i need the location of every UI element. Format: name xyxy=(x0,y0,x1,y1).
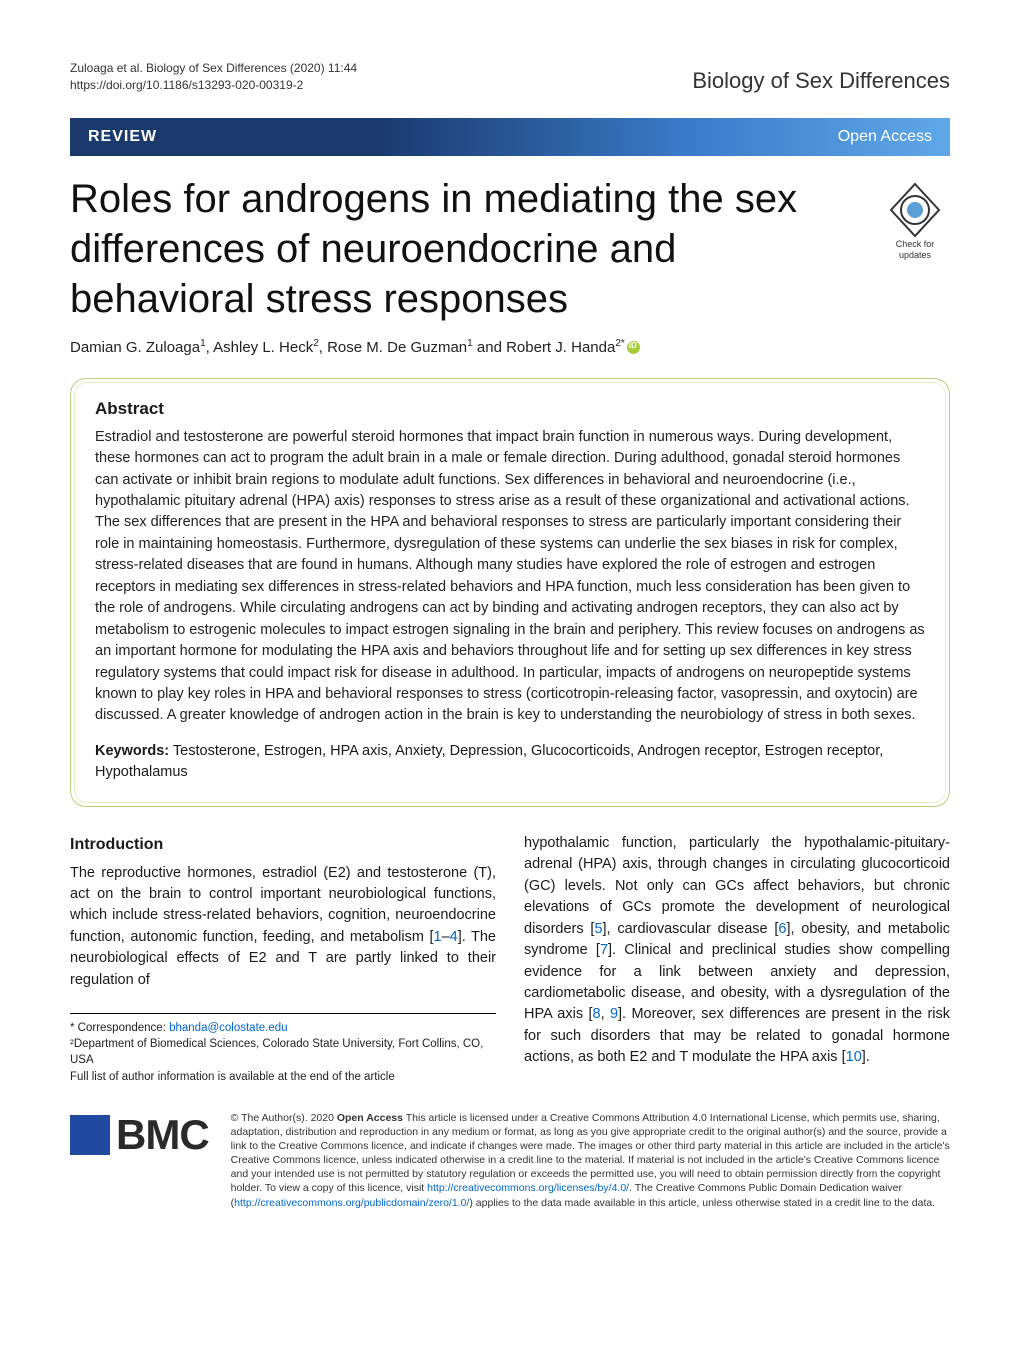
abstract-box: Abstract Estradiol and testosterone are … xyxy=(70,378,950,807)
running-head-left: Zuloaga et al. Biology of Sex Difference… xyxy=(70,60,357,94)
intro-text: ], cardiovascular disease [ xyxy=(603,921,779,937)
author-list: Damian G. Zuloaga1, Ashley L. Heck2, Ros… xyxy=(70,338,950,356)
license-link-2[interactable]: http://creativecommons.org/publicdomain/… xyxy=(234,1197,469,1209)
license-pre: © The Author(s). 2020 xyxy=(231,1112,337,1124)
ref-link-8[interactable]: 8 xyxy=(592,1006,600,1022)
bmc-square-icon xyxy=(70,1115,110,1155)
license-text: © The Author(s). 2020 Open Access This a… xyxy=(231,1111,950,1210)
intro-para-right: hypothalamic function, particularly the … xyxy=(524,833,950,1069)
intro-para-left: The reproductive hormones, estradiol (E2… xyxy=(70,863,496,992)
page-root: Zuloaga et al. Biology of Sex Difference… xyxy=(0,0,1020,1250)
doi: https://doi.org/10.1186/s13293-020-00319… xyxy=(70,77,357,94)
ref-link-5[interactable]: 5 xyxy=(594,921,602,937)
intro-text: , xyxy=(601,1006,610,1022)
intro-text: – xyxy=(442,929,450,945)
ref-link-10[interactable]: 10 xyxy=(846,1049,862,1065)
keywords-block: Keywords: Testosterone, Estrogen, HPA ax… xyxy=(95,741,925,784)
ref-link-4[interactable]: 4 xyxy=(450,929,458,945)
keywords-label: Keywords: xyxy=(95,743,169,759)
footnotes: * Correspondence: bhanda@colostate.edu ²… xyxy=(70,1013,496,1084)
affiliation-2: ²Department of Biomedical Sciences, Colo… xyxy=(70,1036,496,1068)
ref-link-1[interactable]: 1 xyxy=(433,929,441,945)
running-head: Zuloaga et al. Biology of Sex Difference… xyxy=(70,60,950,94)
body-columns: Introduction The reproductive hormones, … xyxy=(70,833,950,1085)
column-left: Introduction The reproductive hormones, … xyxy=(70,833,496,1085)
column-right: hypothalamic function, particularly the … xyxy=(524,833,950,1085)
correspondence-label: * Correspondence: xyxy=(70,1022,169,1034)
check-updates-icon xyxy=(887,182,943,238)
bmc-logo: BMC xyxy=(70,1111,209,1159)
open-access-label: Open Access xyxy=(838,128,932,146)
ref-link-7[interactable]: 7 xyxy=(600,942,608,958)
review-bar: REVIEW Open Access xyxy=(70,118,950,156)
check-updates-text-1: Check for xyxy=(880,240,950,250)
abstract-body: Estradiol and testosterone are powerful … xyxy=(95,427,925,727)
full-author-list-note: Full list of author information is avail… xyxy=(70,1069,496,1085)
journal-name: Biology of Sex Differences xyxy=(692,68,950,94)
intro-text: ]. xyxy=(862,1049,870,1065)
footer-row: BMC © The Author(s). 2020 Open Access Th… xyxy=(70,1111,950,1210)
license-link-1[interactable]: http://creativecommons.org/licenses/by/4… xyxy=(427,1182,629,1194)
ref-link-9[interactable]: 9 xyxy=(610,1006,618,1022)
correspondence-line: * Correspondence: bhanda@colostate.edu xyxy=(70,1020,496,1036)
check-updates-text-2: updates xyxy=(880,251,950,261)
citation: Zuloaga et al. Biology of Sex Difference… xyxy=(70,60,357,77)
keywords-text: Testosterone, Estrogen, HPA axis, Anxiet… xyxy=(95,743,883,780)
license-body: ) applies to the data made available in … xyxy=(469,1197,935,1209)
review-label: REVIEW xyxy=(88,128,157,146)
title-row: Roles for androgens in mediating the sex… xyxy=(70,174,950,324)
license-open-access: Open Access xyxy=(337,1112,403,1124)
check-updates-badge[interactable]: Check for updates xyxy=(880,182,950,262)
abstract-heading: Abstract xyxy=(95,399,925,419)
correspondence-email[interactable]: bhanda@colostate.edu xyxy=(169,1022,287,1034)
orcid-icon[interactable] xyxy=(627,341,640,354)
article-title: Roles for androgens in mediating the sex… xyxy=(70,174,864,324)
bmc-logo-text: BMC xyxy=(116,1111,209,1159)
intro-heading: Introduction xyxy=(70,833,496,857)
authors-text: Damian G. Zuloaga1, Ashley L. Heck2, Ros… xyxy=(70,339,625,356)
